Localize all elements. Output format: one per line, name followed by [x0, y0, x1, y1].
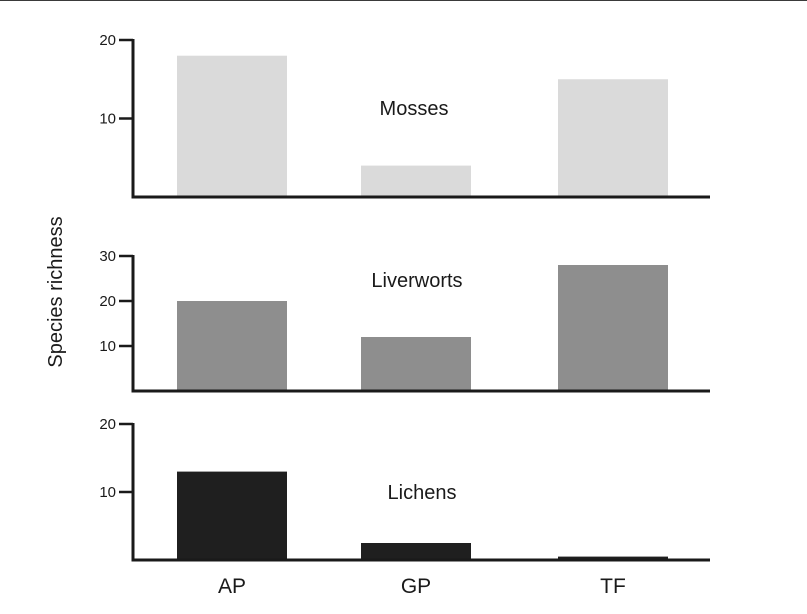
liverworts-bar-gp: [361, 337, 471, 391]
x-axis-categories: AP GP TF: [218, 575, 626, 598]
mosses-bar-ap: [177, 55, 287, 198]
liverworts-tick-label-10: 10: [99, 338, 116, 355]
mosses-panel-label: Mosses: [380, 98, 449, 120]
y-axis-title: Species richness: [45, 216, 67, 367]
liverworts-bar-ap: [177, 301, 287, 391]
x-category-tf: TF: [600, 575, 626, 598]
liverworts-panel-label: Liverworts: [371, 270, 462, 292]
top-border: [0, 0, 807, 1]
mosses-bar-gp: [361, 165, 471, 197]
liverworts-bar-tf: [558, 265, 668, 391]
lichens-tick-label-10: 10: [99, 484, 116, 501]
liverworts-tick-label-30: 30: [99, 248, 116, 265]
liverworts-tick-label-20: 20: [99, 293, 116, 310]
chart-panels: 10 20 Mosses 10 20 30 Liverworts 10 20 Lichens: [99, 32, 710, 562]
lichens-panel: 10 20 Lichens: [99, 416, 710, 562]
lichens-bar-tf: [558, 556, 668, 560]
mosses-tick-label-10: 10: [99, 111, 116, 128]
lichens-panel-label: Lichens: [388, 482, 457, 504]
x-category-ap: AP: [218, 575, 246, 598]
x-category-gp: GP: [401, 575, 431, 598]
lichens-bar-gp: [361, 543, 471, 560]
mosses-bar-tf: [558, 79, 668, 197]
mosses-tick-label-20: 20: [99, 32, 116, 49]
lichens-bar-ap: [177, 471, 287, 560]
lichens-tick-label-20: 20: [99, 416, 116, 433]
mosses-panel: 10 20 Mosses: [99, 32, 710, 199]
liverworts-panel: 10 20 30 Liverworts: [99, 248, 710, 393]
